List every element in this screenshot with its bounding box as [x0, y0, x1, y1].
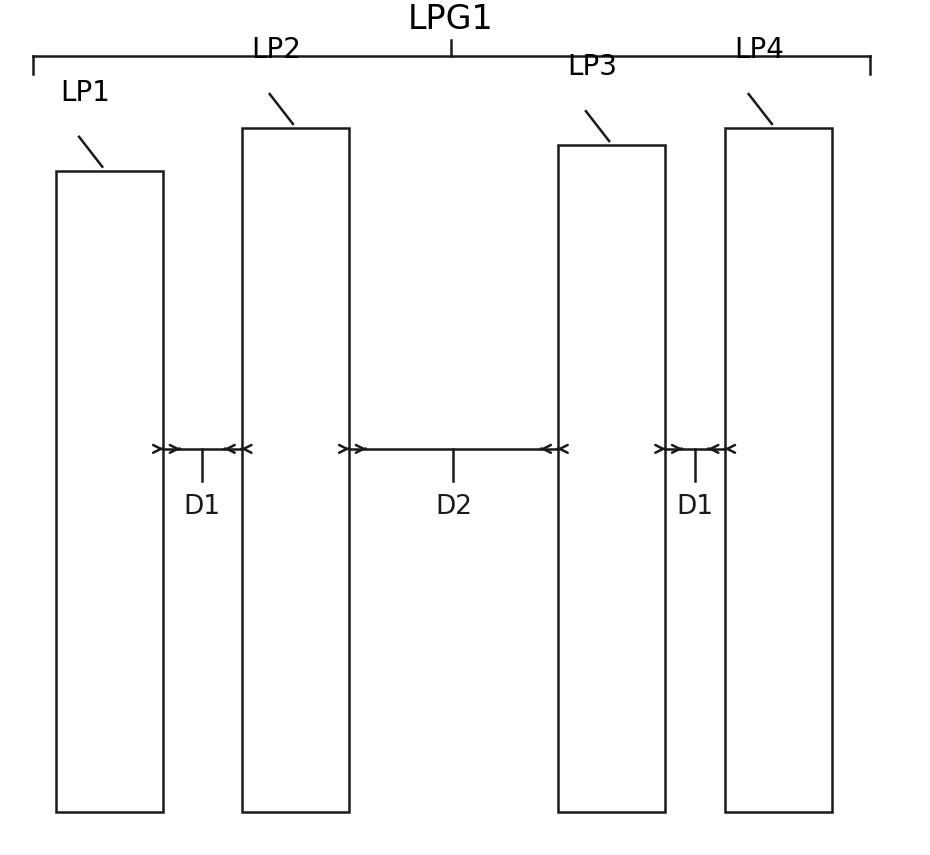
Bar [56, 171, 163, 812]
Bar [725, 128, 832, 812]
Text: LP3: LP3 [567, 53, 618, 81]
Text: D1: D1 [184, 494, 220, 520]
Text: LPG1: LPG1 [408, 3, 494, 36]
Text: D2: D2 [435, 494, 472, 520]
Text: LP1: LP1 [60, 79, 111, 107]
Text: LP2: LP2 [251, 36, 301, 64]
Text: D1: D1 [677, 494, 713, 520]
Text: LP4: LP4 [735, 36, 785, 64]
Bar [558, 145, 665, 812]
Bar [242, 128, 349, 812]
